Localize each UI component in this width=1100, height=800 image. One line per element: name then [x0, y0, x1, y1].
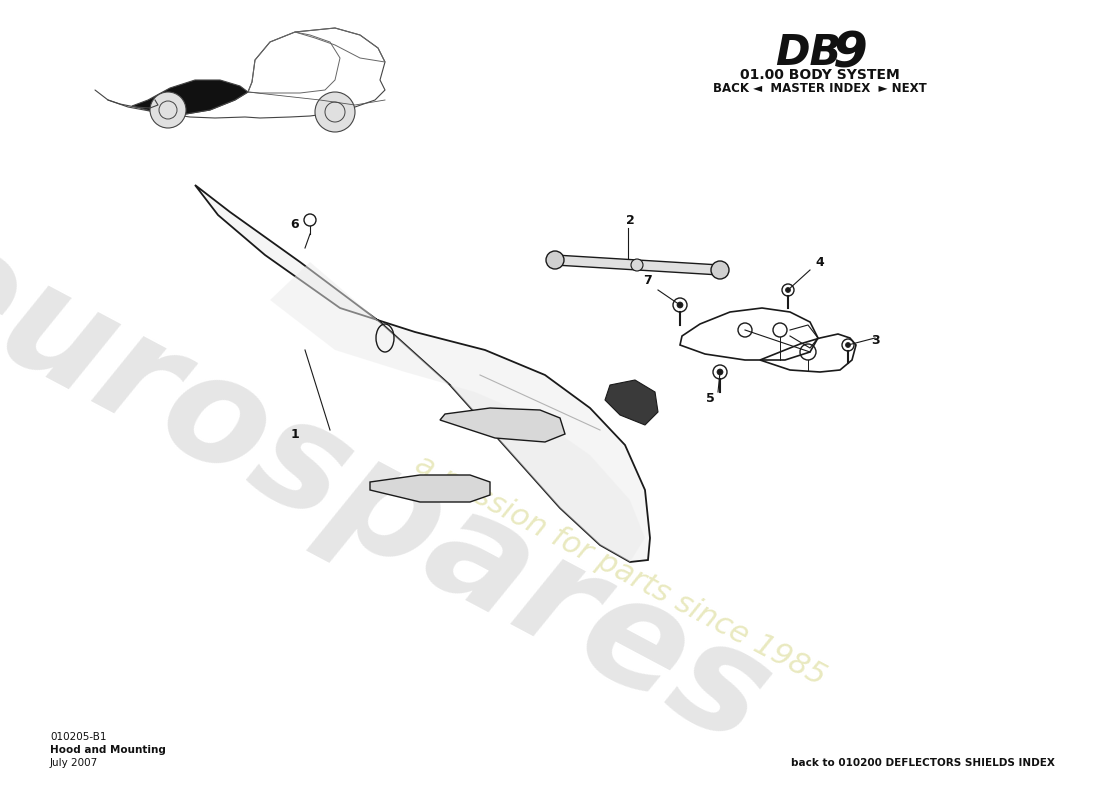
Text: 5: 5	[705, 391, 714, 405]
PathPatch shape	[195, 185, 650, 562]
Text: DB: DB	[776, 32, 842, 74]
Circle shape	[846, 342, 850, 347]
Polygon shape	[605, 380, 658, 425]
Text: July 2007: July 2007	[50, 758, 98, 768]
Text: 9: 9	[833, 29, 868, 77]
Circle shape	[717, 369, 723, 375]
Circle shape	[785, 287, 791, 293]
Circle shape	[711, 261, 729, 279]
Polygon shape	[270, 262, 645, 562]
Text: 2: 2	[626, 214, 635, 226]
Text: 01.00 BODY SYSTEM: 01.00 BODY SYSTEM	[740, 68, 900, 82]
Text: 4: 4	[815, 255, 824, 269]
Circle shape	[546, 251, 564, 269]
Circle shape	[676, 302, 683, 308]
Text: BACK ◄  MASTER INDEX  ► NEXT: BACK ◄ MASTER INDEX ► NEXT	[713, 82, 927, 95]
Polygon shape	[554, 255, 720, 275]
Text: eurospares: eurospares	[0, 203, 793, 777]
Polygon shape	[132, 80, 248, 115]
Text: a passion for parts since 1985: a passion for parts since 1985	[409, 449, 830, 691]
Text: 010205-B1: 010205-B1	[50, 732, 107, 742]
Text: 1: 1	[290, 429, 299, 442]
Text: back to 010200 DEFLECTORS SHIELDS INDEX: back to 010200 DEFLECTORS SHIELDS INDEX	[791, 758, 1055, 768]
Circle shape	[150, 92, 186, 128]
Polygon shape	[440, 408, 565, 442]
Text: 7: 7	[644, 274, 652, 286]
Text: Hood and Mounting: Hood and Mounting	[50, 745, 166, 755]
Polygon shape	[370, 475, 490, 502]
Circle shape	[315, 92, 355, 132]
Text: 6: 6	[290, 218, 299, 230]
Text: 3: 3	[871, 334, 879, 346]
Circle shape	[631, 259, 644, 271]
